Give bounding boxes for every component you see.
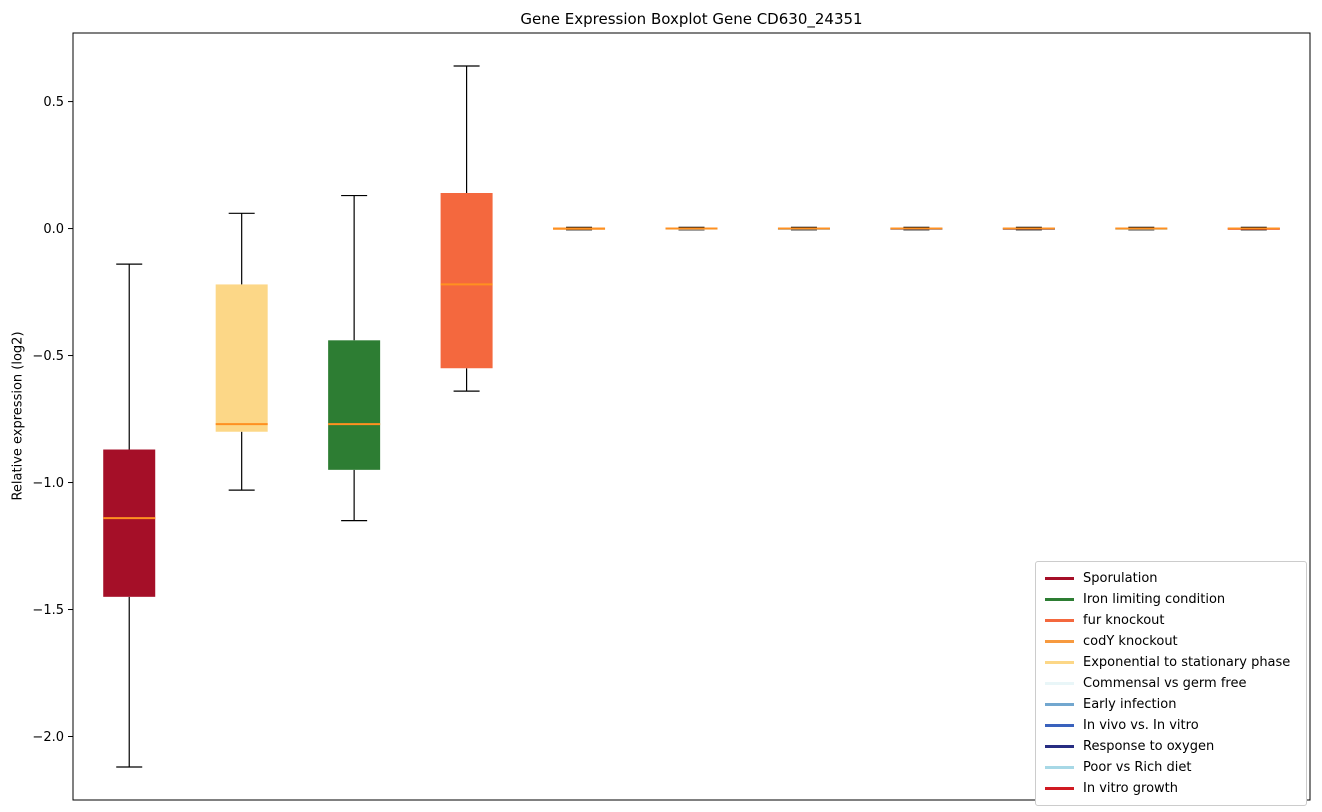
legend-item: Iron limiting condition xyxy=(1045,589,1297,610)
box-1 xyxy=(215,284,268,432)
legend-item: Poor vs Rich diet xyxy=(1045,757,1297,778)
legend-label: fur knockout xyxy=(1083,613,1165,628)
legend-swatch xyxy=(1045,703,1074,706)
legend-swatch xyxy=(1045,598,1074,601)
legend-label: Early infection xyxy=(1083,697,1177,712)
legend-item: Commensal vs germ free xyxy=(1045,673,1297,694)
legend-label: In vitro growth xyxy=(1083,781,1178,796)
legend-item: In vitro growth xyxy=(1045,778,1297,799)
legend-label: In vivo vs. In vitro xyxy=(1083,718,1199,733)
legend-item: codY knockout xyxy=(1045,631,1297,652)
legend-label: Exponential to stationary phase xyxy=(1083,655,1291,670)
y-tick-label: −1.0 xyxy=(32,476,64,491)
legend-swatch xyxy=(1045,619,1074,622)
legend-item: In vivo vs. In vitro xyxy=(1045,715,1297,736)
legend-label: Sporulation xyxy=(1083,571,1158,586)
legend-swatch xyxy=(1045,766,1074,769)
legend-swatch xyxy=(1045,787,1074,790)
box-0 xyxy=(103,449,156,597)
legend-swatch xyxy=(1045,745,1074,748)
box-3 xyxy=(440,193,493,369)
legend-label: Iron limiting condition xyxy=(1083,592,1226,607)
y-tick-label: 0.5 xyxy=(43,95,64,110)
legend-label: Poor vs Rich diet xyxy=(1083,760,1192,775)
legend-swatch xyxy=(1045,724,1074,727)
legend-item: Early infection xyxy=(1045,694,1297,715)
legend-swatch xyxy=(1045,661,1074,664)
legend-label: codY knockout xyxy=(1083,634,1178,649)
y-tick-label: −0.5 xyxy=(32,349,64,364)
plot-frame xyxy=(72,32,1311,801)
legend: Sporulation Iron limiting condition fur kn… xyxy=(1035,561,1307,806)
y-axis-label: Relative expression (log2) xyxy=(10,331,26,501)
legend-item: Sporulation xyxy=(1045,568,1297,589)
legend-swatch xyxy=(1045,577,1074,580)
legend-label: Commensal vs germ free xyxy=(1083,676,1247,691)
legend-swatch xyxy=(1045,682,1074,685)
y-tick-label: 0.0 xyxy=(43,222,64,237)
legend-item: Response to oxygen xyxy=(1045,736,1297,757)
chart-title: Gene Expression Boxplot Gene CD630_24351 xyxy=(520,10,863,28)
legend-swatch xyxy=(1045,640,1074,643)
legend-label: Response to oxygen xyxy=(1083,739,1215,754)
y-tick-label: −2.0 xyxy=(32,730,64,745)
legend-item: fur knockout xyxy=(1045,610,1297,631)
box-2 xyxy=(328,340,381,470)
y-tick-label: −1.5 xyxy=(32,603,64,618)
legend-item: Exponential to stationary phase xyxy=(1045,652,1297,673)
